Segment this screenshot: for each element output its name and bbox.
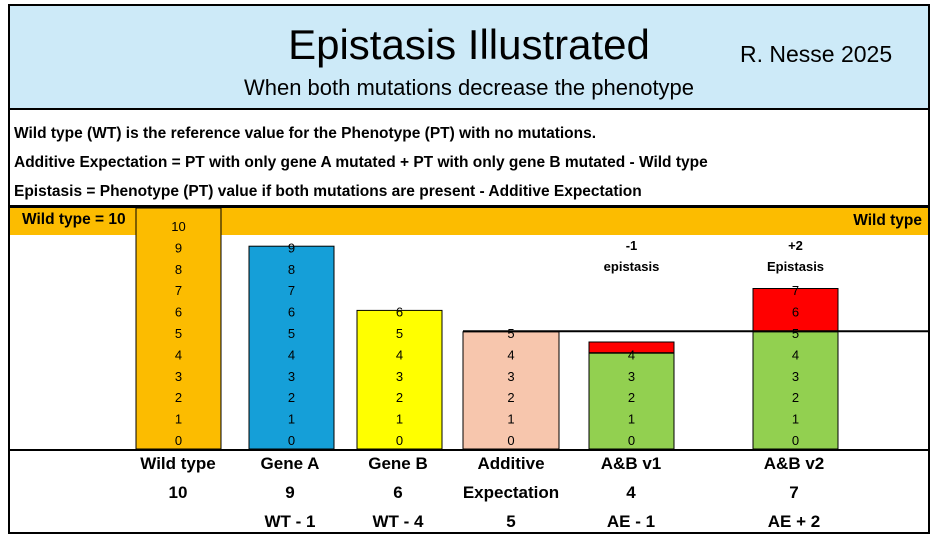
epistasis-label-a-b-v1: epistasis (604, 259, 660, 274)
bar-value-label-wild-type: 5 (175, 326, 182, 341)
bar-value-label-additive-expectation: 5 (507, 326, 514, 341)
definition-wild-type: Wild type (WT) is the reference value fo… (14, 125, 597, 142)
column-value-ab-v2: 7 (789, 483, 799, 502)
column-value-gene-a: 9 (285, 483, 295, 502)
bar-value-label-gene-b: 0 (396, 433, 403, 448)
bar-value-label-wild-type: 4 (175, 347, 182, 362)
bar-value-label-gene-a: 8 (288, 262, 295, 277)
bar-additive-expectation (462, 331, 560, 450)
bar-value-label-gene-a: 6 (288, 305, 295, 320)
bar-value-label-a-b-v1: 0 (628, 433, 635, 448)
epistasis-segment-a-b-v1 (588, 341, 675, 354)
column-formula-ab-v2: AE + 2 (767, 512, 821, 531)
figure-frame: Epistasis Illustrated R. Nesse 2025 When… (8, 4, 930, 534)
chart-baseline-divider (10, 449, 928, 451)
column-formula-gene-a: WT - 1 (264, 512, 316, 531)
column-label-gene-a: Gene A (260, 454, 320, 473)
epistasis-amount-a-b-v2: +2 (788, 238, 803, 253)
bar-value-label-gene-b: 1 (396, 412, 403, 427)
bar-value-label-gene-a: 1 (288, 412, 295, 427)
bar-value-label-a-b-v1: 1 (628, 412, 635, 427)
bar-value-label-a-b-v2: 6 (792, 305, 799, 320)
bar-value-label-a-b-v2: 4 (792, 347, 799, 362)
column-label-wild-type: Wild type (140, 454, 216, 473)
page-title: Epistasis Illustrated (288, 21, 650, 68)
wild-type-band-label: Wild type = 10 (22, 211, 126, 228)
column-value-gene-b: 6 (393, 483, 403, 502)
bar-value-label-gene-a: 7 (288, 283, 295, 298)
bar-wild-type (135, 207, 222, 450)
bar-value-label-a-b-v1: 2 (628, 390, 635, 405)
column-value-additive: Expectation (462, 483, 560, 502)
column-value-wild-type: 10 (168, 483, 188, 502)
bar-value-label-gene-a: 5 (288, 326, 295, 341)
bar-value-label-wild-type: 8 (175, 262, 182, 277)
bar-value-label-gene-a: 9 (288, 240, 295, 255)
bar-value-label-a-b-v2: 2 (792, 390, 799, 405)
bar-value-label-wild-type: 3 (175, 369, 182, 384)
bar-gene-a (248, 245, 335, 450)
column-label-ab-v2: A&B v2 (763, 454, 825, 473)
epistasis-chart: 0123456789100123456789012345601234501234… (135, 207, 928, 450)
bar-value-label-gene-a: 0 (288, 433, 295, 448)
definition-epistasis: Epistasis = Phenotype (PT) value if both… (14, 183, 642, 200)
epistasis-label-a-b-v2: Epistasis (767, 259, 824, 274)
column-label-additive: Additive (477, 454, 545, 473)
bar-value-label-gene-b: 5 (396, 326, 403, 341)
bar-a-b-v2 (752, 331, 839, 450)
bar-value-label-a-b-v1: 4 (628, 347, 635, 362)
bar-value-label-wild-type: 7 (175, 283, 182, 298)
bar-value-label-gene-b: 3 (396, 369, 403, 384)
bar-gene-b (356, 309, 443, 450)
bar-a-b-v1 (588, 352, 675, 450)
column-label-ab-v1: A&B v1 (600, 454, 662, 473)
bar-value-label-wild-type: 9 (175, 240, 182, 255)
bar-value-label-additive-expectation: 3 (507, 369, 514, 384)
bar-value-label-gene-a: 3 (288, 369, 295, 384)
column-value-ab-v1: 4 (626, 483, 636, 502)
section-divider (10, 205, 928, 208)
bar-value-label-additive-expectation: 0 (507, 433, 514, 448)
bar-value-label-a-b-v2: 0 (792, 433, 799, 448)
wild-type-band-right-label: Wild type (853, 212, 922, 229)
bar-value-label-a-b-v2: 3 (792, 369, 799, 384)
bar-value-label-gene-b: 2 (396, 390, 403, 405)
bar-value-label-a-b-v2: 5 (792, 326, 799, 341)
epistasis-amount-a-b-v1: -1 (626, 238, 638, 253)
column-formula-gene-b: WT - 4 (372, 512, 424, 531)
bar-value-label-gene-a: 4 (288, 347, 295, 362)
header-panel: Epistasis Illustrated R. Nesse 2025 When… (10, 6, 928, 110)
column-label-gene-b: Gene B (368, 454, 428, 473)
epistasis-segment-a-b-v2 (752, 288, 839, 332)
bar-value-label-a-b-v1: 3 (628, 369, 635, 384)
column-formula-ab-v1: AE - 1 (606, 512, 656, 531)
bar-value-label-wild-type: 1 (175, 412, 182, 427)
bar-value-label-gene-a: 2 (288, 390, 295, 405)
bar-value-label-a-b-v2: 7 (792, 283, 799, 298)
definition-additive-expectation: Additive Expectation = PT with only gene… (14, 154, 708, 171)
page-subtitle: When both mutations decrease the phenoty… (243, 75, 695, 100)
bar-value-label-gene-b: 4 (396, 347, 403, 362)
bar-value-label-wild-type: 0 (175, 433, 182, 448)
bar-value-label-additive-expectation: 2 (507, 390, 514, 405)
bar-value-label-wild-type: 2 (175, 390, 182, 405)
bar-value-label-additive-expectation: 4 (507, 347, 514, 362)
bar-value-label-additive-expectation: 1 (507, 412, 514, 427)
author-credit: R. Nesse 2025 (740, 41, 893, 67)
bar-value-label-wild-type: 10 (171, 219, 185, 234)
bar-value-label-a-b-v2: 1 (792, 412, 799, 427)
bar-value-label-gene-b: 6 (396, 305, 403, 320)
bar-value-label-wild-type: 6 (175, 305, 182, 320)
column-formula-additive: 5 (506, 512, 516, 531)
